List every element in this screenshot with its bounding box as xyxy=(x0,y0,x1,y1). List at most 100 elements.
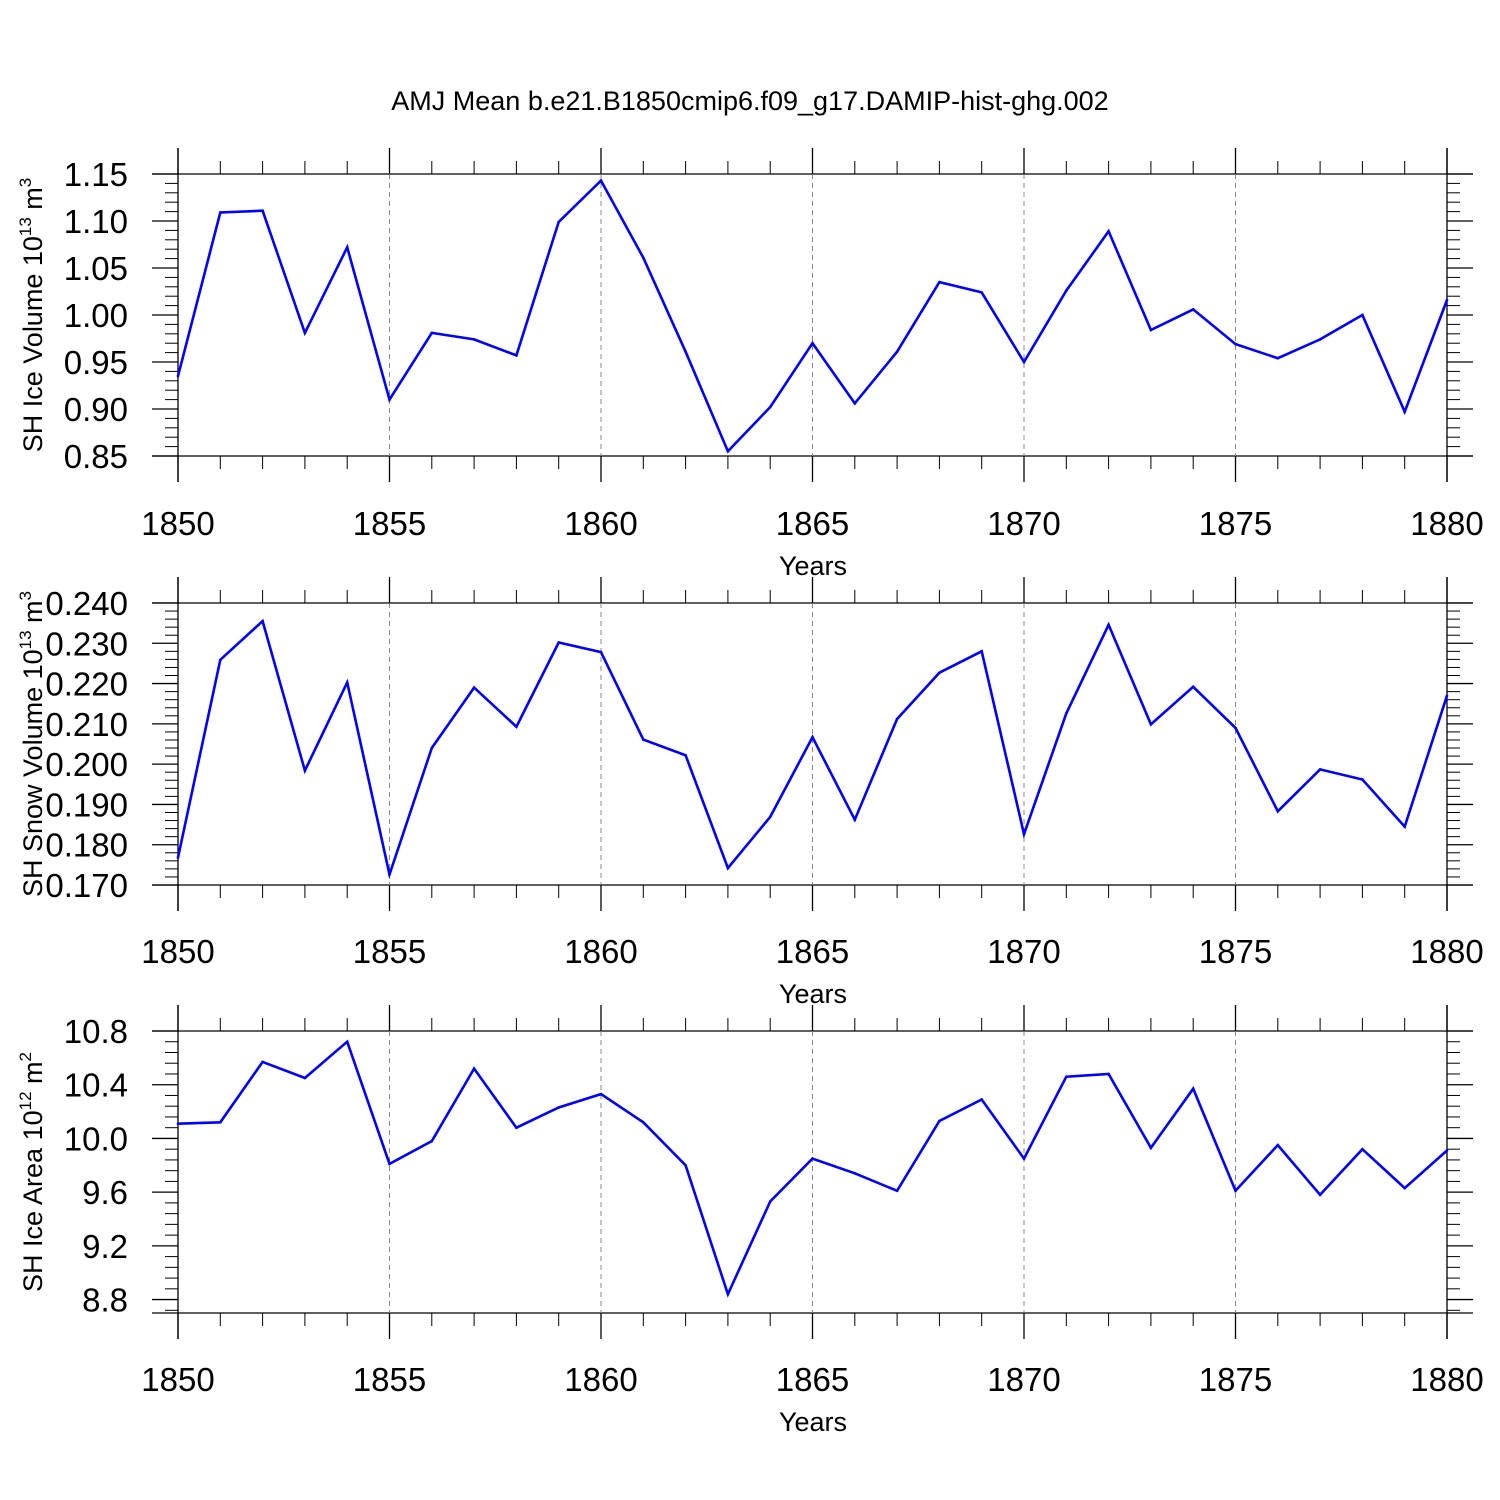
x-tick-label: 1860 xyxy=(564,1361,637,1398)
x-tick-label: 1855 xyxy=(353,505,426,542)
data-point xyxy=(1403,825,1406,828)
x-tick-label: 1875 xyxy=(1199,505,1272,542)
data-point xyxy=(938,671,941,674)
y-tick-label: 1.10 xyxy=(64,203,128,240)
data-point xyxy=(811,1157,814,1160)
y-tick-label: 1.05 xyxy=(64,250,128,287)
data-point xyxy=(430,746,434,750)
data-point xyxy=(1107,623,1110,627)
data-point xyxy=(642,1121,645,1124)
data-point xyxy=(1107,1072,1110,1076)
data-point xyxy=(515,725,518,728)
data-point xyxy=(1107,230,1110,233)
data-point xyxy=(980,291,983,294)
x-tick-label: 1850 xyxy=(141,505,214,542)
data-point xyxy=(811,341,814,345)
data-point xyxy=(1361,313,1364,317)
x-axis-title: Years xyxy=(779,1407,847,1437)
data-point xyxy=(1191,1087,1195,1091)
data-point xyxy=(472,1067,476,1070)
data-point xyxy=(853,402,857,405)
data-point xyxy=(1191,308,1195,311)
data-point xyxy=(345,1040,349,1044)
data-point xyxy=(515,354,518,357)
x-tick-label: 1880 xyxy=(1410,933,1483,970)
y-axis-title: SH Ice Volume 1013 m3 xyxy=(16,178,48,453)
data-point xyxy=(599,1092,603,1096)
data-point xyxy=(388,873,391,876)
y-tick-label: 1.00 xyxy=(64,297,128,334)
data-point xyxy=(1318,768,1322,771)
data-point xyxy=(1445,298,1449,302)
data-point xyxy=(557,1106,560,1109)
y-tick-label: 8.8 xyxy=(82,1282,128,1319)
data-point xyxy=(303,769,307,772)
data-point xyxy=(1022,360,1026,364)
x-tick-label: 1850 xyxy=(141,933,214,970)
data-point xyxy=(261,619,264,623)
data-point xyxy=(1234,1189,1237,1193)
data-point xyxy=(1276,1143,1280,1147)
y-tick-label: 0.85 xyxy=(64,438,128,475)
x-tick-label: 1865 xyxy=(776,933,849,970)
data-point xyxy=(1191,685,1195,689)
x-tick-label: 1855 xyxy=(353,933,426,970)
y-tick-label: 0.220 xyxy=(45,666,128,703)
data-point xyxy=(261,1060,264,1064)
y-tick-label: 0.170 xyxy=(45,867,128,904)
data-point xyxy=(1149,722,1153,726)
data-point xyxy=(1445,1149,1449,1152)
y-tick-label: 0.190 xyxy=(45,786,128,823)
x-tick-label: 1880 xyxy=(1410,505,1483,542)
data-point xyxy=(345,681,349,684)
y-axis-title: SH Snow Volume 1013 m3 xyxy=(16,591,48,897)
x-tick-label: 1870 xyxy=(987,1361,1060,1398)
chart-title: AMJ Mean b.e21.B1850cmip6.f09_g17.DAMIP-… xyxy=(391,86,1108,116)
y-tick-label: 0.180 xyxy=(45,827,128,864)
y-tick-label: 10.0 xyxy=(64,1120,128,1157)
data-point xyxy=(1149,328,1153,332)
data-point xyxy=(980,650,983,653)
x-tick-label: 1875 xyxy=(1199,933,1272,970)
y-tick-label: 0.95 xyxy=(64,344,128,381)
x-tick-label: 1850 xyxy=(141,1361,214,1398)
data-point xyxy=(303,1076,307,1080)
y-axis-title: SH Ice Area 1012 m2 xyxy=(16,1052,48,1292)
data-point xyxy=(176,374,180,378)
data-point xyxy=(1022,832,1026,836)
data-point xyxy=(345,246,349,249)
panel-1: 1850 1855 1860 1865 1870 1875 1880 0.85 0.90 0.95… xyxy=(16,148,1484,581)
data-point xyxy=(303,331,307,335)
data-point xyxy=(430,331,434,335)
x-tick-label: 1875 xyxy=(1199,1361,1272,1398)
data-point xyxy=(768,405,772,409)
x-tick-label: 1860 xyxy=(564,505,637,542)
data-point xyxy=(430,1139,434,1143)
data-point xyxy=(1234,342,1237,346)
data-point xyxy=(1445,694,1449,697)
data-point xyxy=(599,650,603,654)
data-point xyxy=(1149,1146,1153,1150)
data-point xyxy=(1276,356,1280,360)
y-tick-label: 0.240 xyxy=(45,585,128,622)
data-point xyxy=(472,338,476,341)
x-tick-label: 1870 xyxy=(987,933,1060,970)
data-point xyxy=(853,818,857,822)
x-axis-title: Years xyxy=(779,551,847,581)
data-point xyxy=(176,856,180,859)
x-tick-label: 1855 xyxy=(353,1361,426,1398)
data-point xyxy=(768,1200,772,1203)
data-point xyxy=(557,220,560,224)
data-point xyxy=(642,738,645,741)
x-tick-label: 1865 xyxy=(776,505,849,542)
data-point xyxy=(388,1162,391,1166)
data-point xyxy=(1276,809,1280,813)
x-tick-label: 1865 xyxy=(776,1361,849,1398)
data-point xyxy=(1403,1186,1406,1190)
y-tick-label: 10.4 xyxy=(64,1067,128,1104)
data-point xyxy=(726,866,730,870)
data-point xyxy=(472,686,476,689)
data-point xyxy=(176,1122,180,1125)
